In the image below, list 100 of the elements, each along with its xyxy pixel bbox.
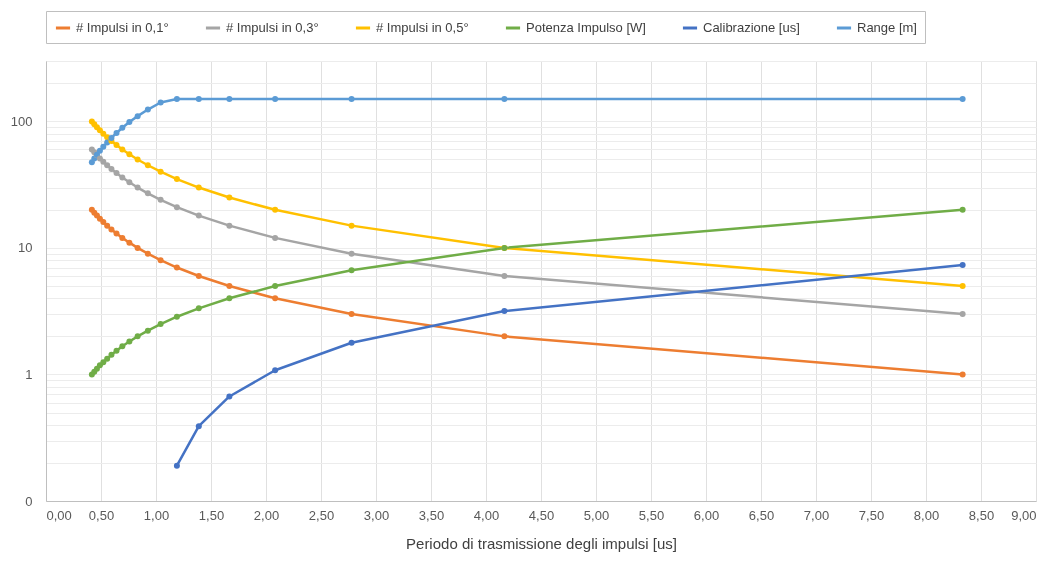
point <box>113 230 120 237</box>
legend-label: # Impulsi in 0,3° <box>226 20 319 35</box>
point <box>113 129 120 136</box>
x-axis-title: Periodo di trasmissione degli impulsi [us] <box>406 534 677 552</box>
point <box>226 393 233 400</box>
point <box>226 194 233 201</box>
x-tick-label: 6,00 <box>693 507 720 523</box>
x-tick-label: 5,00 <box>583 507 610 523</box>
x-tick-label: 3,00 <box>363 507 390 523</box>
y-tick-label: 100 <box>10 113 33 129</box>
point <box>157 196 164 203</box>
point <box>959 96 966 103</box>
point <box>108 226 115 233</box>
point <box>173 313 180 320</box>
point <box>348 222 355 229</box>
x-tick-label: 7,50 <box>858 507 885 523</box>
x-tick-label: 2,50 <box>308 507 335 523</box>
x-tick-label: 7,00 <box>803 507 830 523</box>
x-tick-label: 9,00 <box>1011 507 1037 523</box>
point <box>348 311 355 318</box>
point <box>348 250 355 257</box>
y-tick-label: 1 <box>25 366 33 382</box>
x-tick-label: 4,50 <box>528 507 555 523</box>
point <box>195 273 202 279</box>
point <box>100 130 107 137</box>
point <box>126 338 133 345</box>
point <box>501 308 508 315</box>
point <box>272 206 279 213</box>
point <box>272 283 279 289</box>
point <box>959 261 966 268</box>
point <box>100 143 107 150</box>
x-tick-label: 5,50 <box>638 507 665 523</box>
point <box>173 264 180 271</box>
point <box>501 96 508 103</box>
legend-label: Calibrazione [us] <box>703 20 800 35</box>
point <box>157 321 164 328</box>
point <box>173 462 180 469</box>
point <box>119 343 126 350</box>
point <box>104 355 111 362</box>
point <box>959 311 966 318</box>
x-tick-label: 1,50 <box>198 507 225 523</box>
point <box>272 367 279 374</box>
x-tick-label: 6,50 <box>748 507 775 523</box>
point <box>272 234 279 241</box>
legend-label: # Impulsi in 0,5° <box>376 20 469 35</box>
point <box>126 151 133 158</box>
point <box>134 184 141 191</box>
point <box>144 162 151 169</box>
point <box>348 339 355 346</box>
point <box>108 166 115 173</box>
x-tick-label: 0,00 <box>46 507 72 523</box>
point <box>144 327 151 334</box>
point <box>501 333 508 340</box>
y-tick-label: 0 <box>25 493 33 509</box>
point <box>501 273 508 279</box>
point <box>100 359 107 366</box>
legend-label: Range [m] <box>857 20 917 35</box>
point <box>348 96 355 103</box>
point <box>100 219 107 226</box>
point <box>104 162 111 169</box>
point <box>195 305 202 312</box>
x-tick-label: 0,50 <box>88 507 115 523</box>
legend-label: Potenza Impulso [W] <box>526 20 646 35</box>
point <box>119 146 126 153</box>
point <box>226 283 233 289</box>
y-tick-label: 10 <box>18 240 33 256</box>
x-tick-label: 2,00 <box>253 507 280 523</box>
point <box>104 139 111 146</box>
point <box>272 295 279 302</box>
point <box>134 156 141 163</box>
point <box>226 295 233 302</box>
point <box>113 347 120 354</box>
point <box>959 371 966 378</box>
x-tick-label: 8,00 <box>913 507 940 523</box>
point <box>108 134 115 141</box>
point <box>108 351 115 358</box>
point <box>126 239 133 246</box>
point <box>134 244 141 251</box>
point <box>959 206 966 213</box>
point <box>119 124 126 131</box>
point <box>134 113 141 120</box>
legend-label: # Impulsi in 0,1° <box>76 20 169 35</box>
point <box>226 96 233 103</box>
x-tick-label: 8,50 <box>968 507 995 523</box>
point <box>195 184 202 191</box>
point <box>348 267 355 274</box>
point <box>113 142 120 149</box>
point <box>104 222 111 229</box>
point <box>144 250 151 257</box>
point <box>144 106 151 113</box>
point <box>173 96 180 103</box>
point <box>195 212 202 219</box>
point <box>119 174 126 181</box>
point <box>157 257 164 264</box>
point <box>96 147 103 154</box>
x-tick-label: 1,00 <box>143 507 170 523</box>
point <box>173 204 180 211</box>
point <box>226 222 233 229</box>
point <box>126 179 133 186</box>
point <box>144 190 151 197</box>
